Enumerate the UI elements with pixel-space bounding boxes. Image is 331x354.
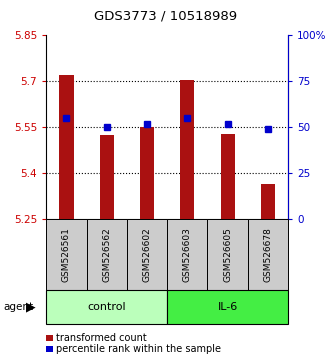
Bar bbox=[167, 290, 288, 324]
Text: GSM526678: GSM526678 bbox=[263, 227, 272, 282]
Text: transformed count: transformed count bbox=[56, 333, 147, 343]
Bar bbox=[220, 133, 235, 219]
Text: GSM526561: GSM526561 bbox=[62, 227, 71, 282]
Bar bbox=[208, 219, 248, 290]
Text: IL-6: IL-6 bbox=[217, 302, 238, 312]
Text: agent: agent bbox=[3, 302, 33, 312]
Bar bbox=[140, 127, 154, 219]
Bar bbox=[127, 219, 167, 290]
Text: GSM526605: GSM526605 bbox=[223, 227, 232, 282]
Text: GSM526602: GSM526602 bbox=[143, 228, 152, 282]
Text: control: control bbox=[87, 302, 126, 312]
Bar bbox=[46, 219, 87, 290]
Bar bbox=[180, 80, 194, 219]
Bar bbox=[100, 135, 114, 219]
Text: GDS3773 / 10518989: GDS3773 / 10518989 bbox=[94, 10, 237, 22]
Bar bbox=[261, 184, 275, 219]
Text: percentile rank within the sample: percentile rank within the sample bbox=[56, 344, 221, 354]
Bar bbox=[167, 219, 208, 290]
Bar bbox=[46, 290, 167, 324]
Bar bbox=[87, 219, 127, 290]
Bar bbox=[60, 75, 73, 219]
Text: GSM526603: GSM526603 bbox=[183, 227, 192, 282]
Text: ▶: ▶ bbox=[26, 301, 36, 314]
Bar bbox=[248, 219, 288, 290]
Text: GSM526562: GSM526562 bbox=[102, 228, 111, 282]
